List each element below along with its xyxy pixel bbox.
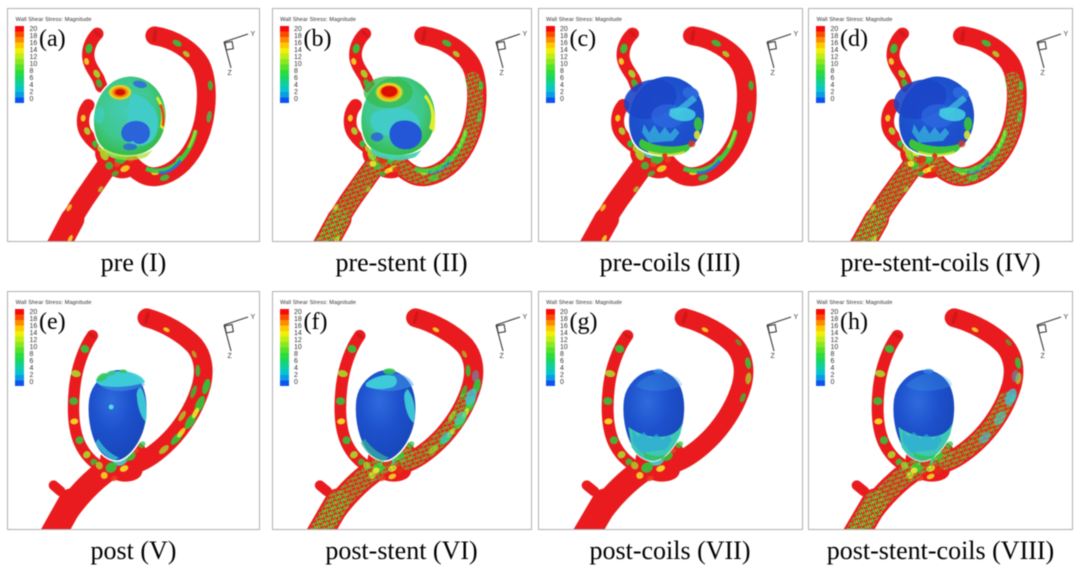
- svg-text:Y: Y: [793, 314, 798, 321]
- svg-text:Z: Z: [770, 70, 775, 76]
- svg-text:Z: Z: [770, 353, 775, 359]
- svg-text:Y: Y: [522, 31, 527, 38]
- svg-text:Y: Y: [1064, 314, 1069, 321]
- svg-text:Y: Y: [251, 314, 256, 321]
- svg-text:Z: Z: [1041, 70, 1046, 76]
- svg-text:Y: Y: [251, 31, 256, 38]
- svg-text:Y: Y: [1064, 31, 1069, 38]
- svg-text:Z: Z: [499, 353, 504, 359]
- svg-text:Y: Y: [522, 314, 527, 321]
- svg-text:Z: Z: [1041, 353, 1046, 359]
- svg-text:Z: Z: [228, 353, 233, 359]
- svg-text:Y: Y: [793, 31, 798, 38]
- svg-text:Z: Z: [228, 70, 233, 76]
- svg-text:Z: Z: [499, 70, 504, 76]
